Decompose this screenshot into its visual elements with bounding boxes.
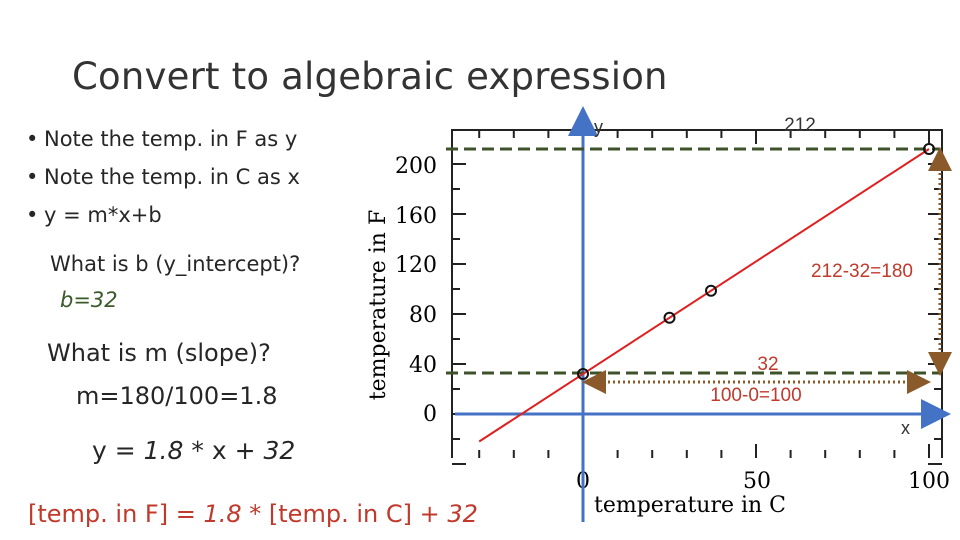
annotation-intercept: 32 xyxy=(757,354,778,375)
annotation-rise: 212-32=180 xyxy=(811,261,913,282)
y-tick-label: 200 xyxy=(395,154,437,179)
equation-words-slope: 1.8 xyxy=(203,500,242,528)
y-tick-group xyxy=(452,163,942,465)
question-slope: What is m (slope)? xyxy=(47,339,271,367)
equation-words: [temp. in F] = 1.8 * [temp. in C] + 32 xyxy=(28,500,478,528)
equation-mid: * x + xyxy=(191,436,256,465)
x-tick-group xyxy=(478,130,930,458)
y-axis-title: temperature in F xyxy=(366,210,391,400)
annotation-212: 212 xyxy=(784,115,816,136)
y-tick-label: 160 xyxy=(395,204,437,229)
equation-slope: 1.8 xyxy=(143,436,184,465)
data-point xyxy=(663,311,676,324)
series-group xyxy=(478,148,930,443)
bullet-list: • Note the temp. in F as y • Note the temp… xyxy=(26,120,300,234)
equation-words-lhs: [temp. in F] = xyxy=(28,500,196,528)
y-tick-label: 40 xyxy=(409,353,437,378)
bullet-item: • Note the temp. in F as y xyxy=(26,127,298,151)
x-axis-letter: x xyxy=(901,418,910,438)
y-tick-label: 80 xyxy=(409,303,437,328)
equation-intercept: 32 xyxy=(263,436,296,465)
bullet-item: • y = m*x+b xyxy=(26,203,162,227)
points-group xyxy=(577,143,935,380)
x-tick-label: 50 xyxy=(743,469,771,494)
y-tick-label: 120 xyxy=(395,253,437,278)
y-axis-letter: y xyxy=(594,117,603,137)
question-intercept: What is b (y_intercept)? xyxy=(50,252,301,276)
y-tick-label: 0 xyxy=(423,402,437,427)
equation-lhs: y = xyxy=(92,436,136,465)
equation-words-mid: * [temp. in C] + xyxy=(249,500,440,528)
data-point xyxy=(923,143,935,155)
equation: y = 1.8 * x + 32 xyxy=(92,436,295,465)
answer-intercept: b=32 xyxy=(60,288,118,312)
equation-words-intercept: 32 xyxy=(447,500,478,528)
data-point xyxy=(577,368,589,380)
plot-frame xyxy=(451,129,943,458)
series-line xyxy=(478,148,930,443)
annotation-run: 100-0=100 xyxy=(710,385,801,406)
answer-slope: m=180/100=1.8 xyxy=(76,382,278,410)
slide-title: Convert to algebraic expression xyxy=(72,55,668,98)
bullet-item: • Note the temp. in C as x xyxy=(26,165,300,189)
x-axis-title: temperature in C xyxy=(594,493,786,518)
data-point xyxy=(705,284,718,297)
x-tick-label: 100 xyxy=(908,469,950,494)
